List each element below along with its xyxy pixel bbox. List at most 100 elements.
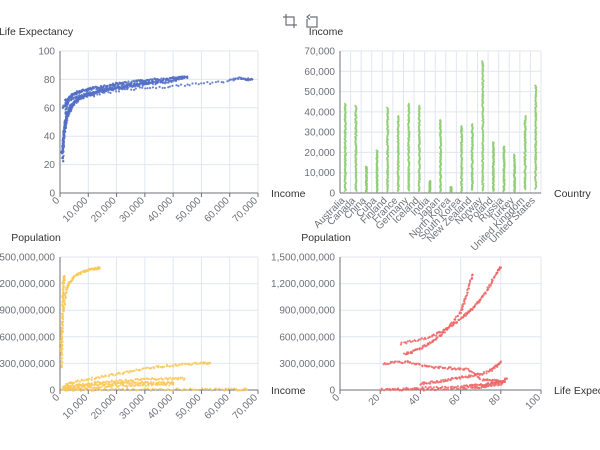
data-point <box>115 379 118 382</box>
data-point <box>438 380 441 383</box>
data-point <box>233 387 236 390</box>
data-point <box>186 388 189 391</box>
y-axis-title: Income <box>309 26 344 38</box>
data-point <box>61 356 64 359</box>
x-tick-label: 60,000 <box>202 195 232 225</box>
data-point <box>238 76 241 79</box>
data-point <box>238 389 241 392</box>
data-point <box>152 366 156 370</box>
data-point <box>73 103 76 107</box>
data-point <box>428 364 431 368</box>
data-point <box>152 381 155 384</box>
data-points <box>379 266 508 392</box>
data-point <box>418 104 421 107</box>
data-point <box>93 380 96 383</box>
data-point <box>429 382 432 385</box>
data-point <box>385 106 388 109</box>
data-point <box>157 364 160 367</box>
data-point <box>74 386 77 389</box>
data-point <box>132 387 135 390</box>
y-tick-label: 1,200,000,000 <box>271 279 335 290</box>
zoom-reset-icon[interactable] <box>304 13 320 29</box>
data-point <box>399 343 403 346</box>
y-tick-label: 20,000 <box>304 148 335 159</box>
data-point <box>146 387 149 390</box>
data-point <box>477 373 480 376</box>
data-point <box>463 367 466 371</box>
x-tick-label: 60,000 <box>202 392 232 422</box>
data-point <box>406 359 409 363</box>
data-point <box>424 337 427 340</box>
data-point <box>490 384 493 387</box>
data-point <box>188 363 191 366</box>
x-tick-label: 80 <box>487 392 503 408</box>
data-point <box>148 377 151 381</box>
data-point <box>431 388 434 391</box>
data-point <box>101 384 104 387</box>
data-point <box>218 387 221 390</box>
data-point <box>66 116 69 120</box>
y-tick-label: 600,000,000 <box>279 332 335 343</box>
data-point <box>206 387 209 391</box>
data-point <box>92 389 95 392</box>
data-point <box>463 384 466 387</box>
data-point <box>183 387 186 391</box>
data-point <box>502 145 505 148</box>
y-tick-label: 10,000 <box>304 168 335 179</box>
data-point <box>163 86 166 89</box>
data-point <box>160 77 163 80</box>
data-point <box>435 385 438 389</box>
data-point <box>159 365 162 369</box>
data-point <box>119 381 122 385</box>
data-point <box>220 388 224 391</box>
y-tick-label: 70,000 <box>304 47 335 58</box>
data-point <box>62 138 65 141</box>
data-point <box>73 275 76 278</box>
zoom-icon[interactable] <box>282 13 298 29</box>
data-point <box>136 85 139 88</box>
data-point <box>161 81 165 84</box>
data-point <box>468 279 472 282</box>
data-point <box>497 379 500 382</box>
data-point <box>226 80 229 83</box>
data-point <box>121 88 124 91</box>
data-point <box>61 324 65 327</box>
data-point <box>471 307 474 311</box>
x-tick-label: 10,000 <box>61 195 91 225</box>
data-point <box>102 381 105 384</box>
data-point <box>477 386 481 390</box>
data-point <box>467 386 470 389</box>
data-point <box>139 382 142 385</box>
data-point <box>202 82 206 85</box>
data-point <box>154 388 157 391</box>
data-point <box>486 378 489 381</box>
data-point <box>489 284 492 287</box>
data-point <box>454 315 458 318</box>
data-point <box>451 367 454 371</box>
data-point <box>443 388 446 391</box>
data-point <box>88 388 91 392</box>
data-point <box>234 77 237 80</box>
x-axis-title: Income <box>271 188 306 200</box>
data-point <box>135 368 138 371</box>
data-point <box>160 381 163 384</box>
data-point <box>459 387 462 390</box>
data-point <box>454 386 458 389</box>
data-point <box>181 376 184 379</box>
data-point <box>60 363 64 367</box>
data-point <box>403 388 406 391</box>
data-point <box>178 75 181 79</box>
data-point <box>61 320 65 323</box>
data-point <box>108 373 111 376</box>
y-tick-label: 0 <box>329 189 335 200</box>
data-point <box>158 387 161 391</box>
data-point <box>472 383 475 387</box>
data-point <box>439 118 442 121</box>
data-point <box>453 318 457 321</box>
data-point <box>80 386 84 389</box>
data-point <box>495 382 498 385</box>
data-point <box>162 78 165 81</box>
data-point <box>88 377 91 380</box>
data-point <box>136 83 140 86</box>
data-point <box>194 388 197 391</box>
